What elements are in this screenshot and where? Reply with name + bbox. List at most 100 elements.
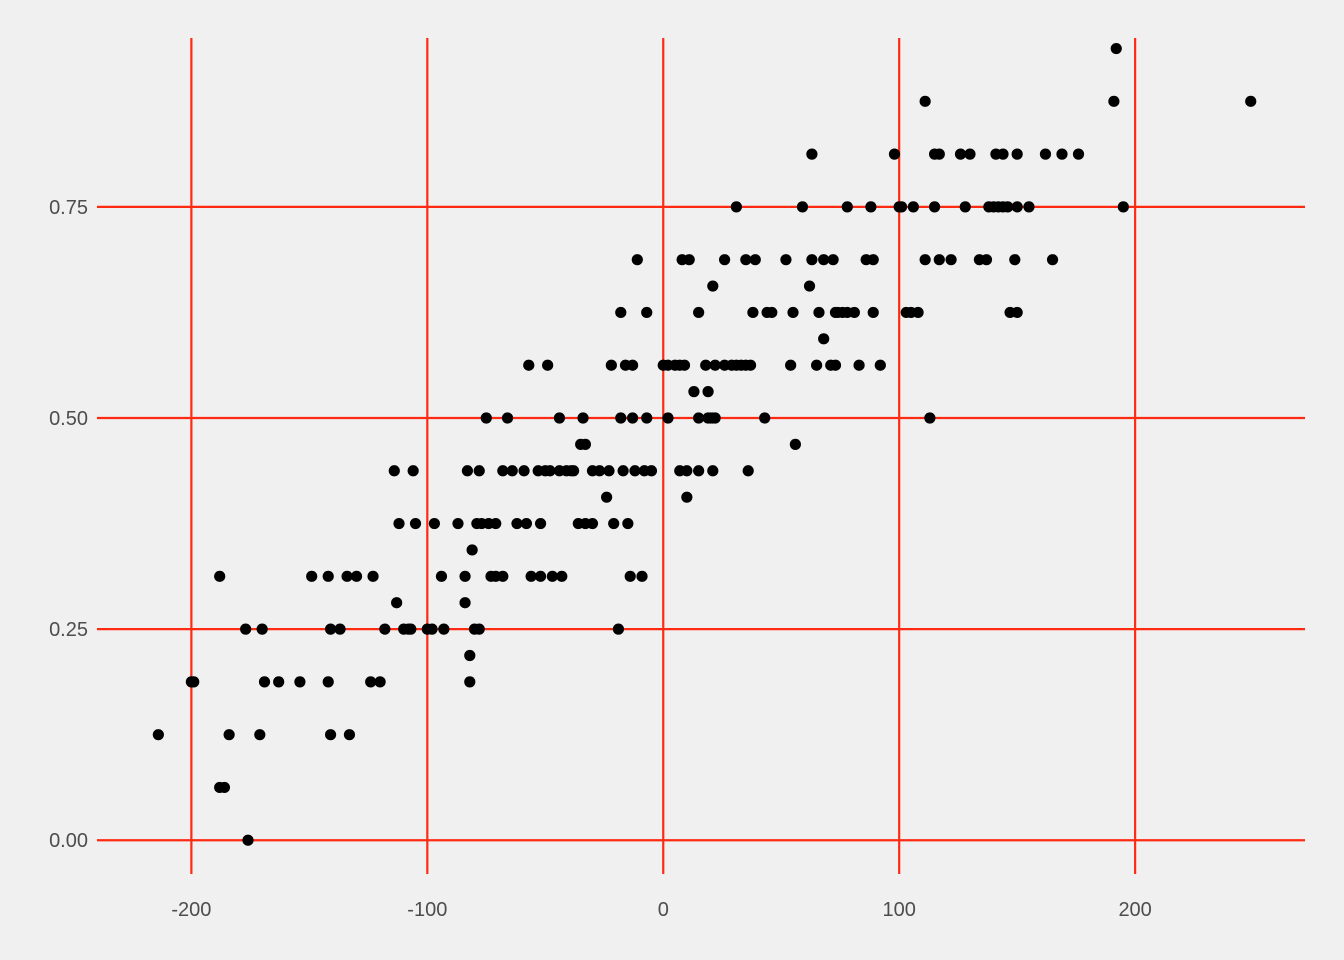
data-point [818, 254, 830, 266]
data-point [464, 676, 476, 688]
data-point [511, 517, 523, 530]
data-point [709, 412, 721, 424]
x-axis-tick-labels: -200 -100 0 100 200 [171, 899, 1151, 921]
data-point [678, 359, 691, 371]
data-point [1046, 254, 1059, 266]
data-point [867, 254, 879, 266]
data-point [365, 676, 377, 688]
data-point [520, 517, 533, 530]
data-point [615, 412, 627, 424]
data-point [577, 412, 589, 424]
data-point [391, 597, 403, 609]
data-point [393, 517, 405, 530]
data-point [702, 386, 714, 398]
data-point [997, 148, 1009, 160]
data-point [544, 465, 556, 477]
data-point [749, 254, 761, 266]
data-point [785, 359, 797, 371]
data-point [459, 597, 471, 609]
data-point [1110, 42, 1122, 55]
data-point [742, 465, 754, 477]
y-axis-tick-labels: 0.00 0.25 0.50 0.75 [49, 197, 88, 852]
data-point [693, 412, 705, 424]
data-point [907, 201, 919, 213]
y-tick-label: 0.00 [49, 830, 88, 852]
data-point [273, 676, 285, 688]
data-point [534, 570, 547, 582]
data-point [629, 465, 641, 477]
x-tick-label: -100 [407, 899, 447, 921]
data-point [811, 359, 823, 371]
data-point [367, 570, 379, 582]
data-point [933, 254, 945, 266]
data-point [1245, 95, 1257, 107]
data-point [700, 359, 712, 371]
data-point [567, 465, 580, 477]
y-tick-label: 0.25 [49, 619, 88, 641]
data-point [405, 623, 417, 635]
data-point [388, 465, 400, 477]
data-point [1011, 148, 1023, 160]
data-point [240, 623, 252, 635]
data-point [214, 570, 226, 582]
data-point [546, 570, 558, 582]
data-point [501, 412, 514, 424]
data-point [435, 570, 448, 582]
data-point [707, 280, 719, 292]
data-point [556, 570, 568, 582]
data-point [506, 465, 518, 477]
data-point [806, 148, 818, 160]
data-point [605, 359, 617, 371]
data-point [306, 570, 318, 582]
data-point [841, 201, 853, 213]
data-point [407, 465, 419, 477]
data-point [874, 359, 886, 371]
data-point [919, 95, 931, 107]
data-point [254, 729, 266, 741]
data-point [803, 280, 816, 292]
data-point [683, 254, 695, 266]
data-point [813, 306, 825, 319]
data-point [525, 570, 537, 582]
data-point [188, 676, 200, 688]
data-point [152, 729, 164, 741]
data-point [730, 201, 742, 213]
data-point [452, 517, 464, 530]
data-point [740, 254, 752, 266]
data-point [612, 623, 625, 635]
data-point [542, 359, 554, 371]
data-point [223, 729, 235, 741]
data-point [615, 306, 627, 319]
data-point [1108, 95, 1120, 107]
data-point [718, 254, 731, 266]
data-point [258, 676, 271, 688]
data-point [631, 254, 643, 266]
data-point [461, 465, 474, 477]
data-point [789, 438, 801, 450]
data-point [624, 570, 636, 582]
data-point [818, 333, 830, 345]
data-point [322, 570, 334, 582]
data-point [480, 412, 492, 424]
data-point [464, 649, 476, 662]
data-point [428, 517, 440, 530]
data-point [645, 465, 658, 477]
data-point [945, 254, 957, 266]
x-tick-label: 0 [658, 899, 669, 921]
data-point [895, 201, 908, 213]
data-point [379, 623, 391, 635]
data-point [473, 623, 485, 635]
data-point [865, 201, 877, 213]
y-tick-label: 0.50 [49, 408, 88, 430]
data-point [693, 465, 705, 477]
data-point [662, 412, 674, 424]
x-tick-label: -200 [171, 899, 211, 921]
data-point [964, 148, 976, 160]
data-point [928, 201, 941, 213]
data-point [322, 676, 334, 688]
data-point [1056, 148, 1068, 160]
data-point [641, 306, 653, 319]
data-point [829, 359, 842, 371]
data-point [959, 201, 971, 213]
